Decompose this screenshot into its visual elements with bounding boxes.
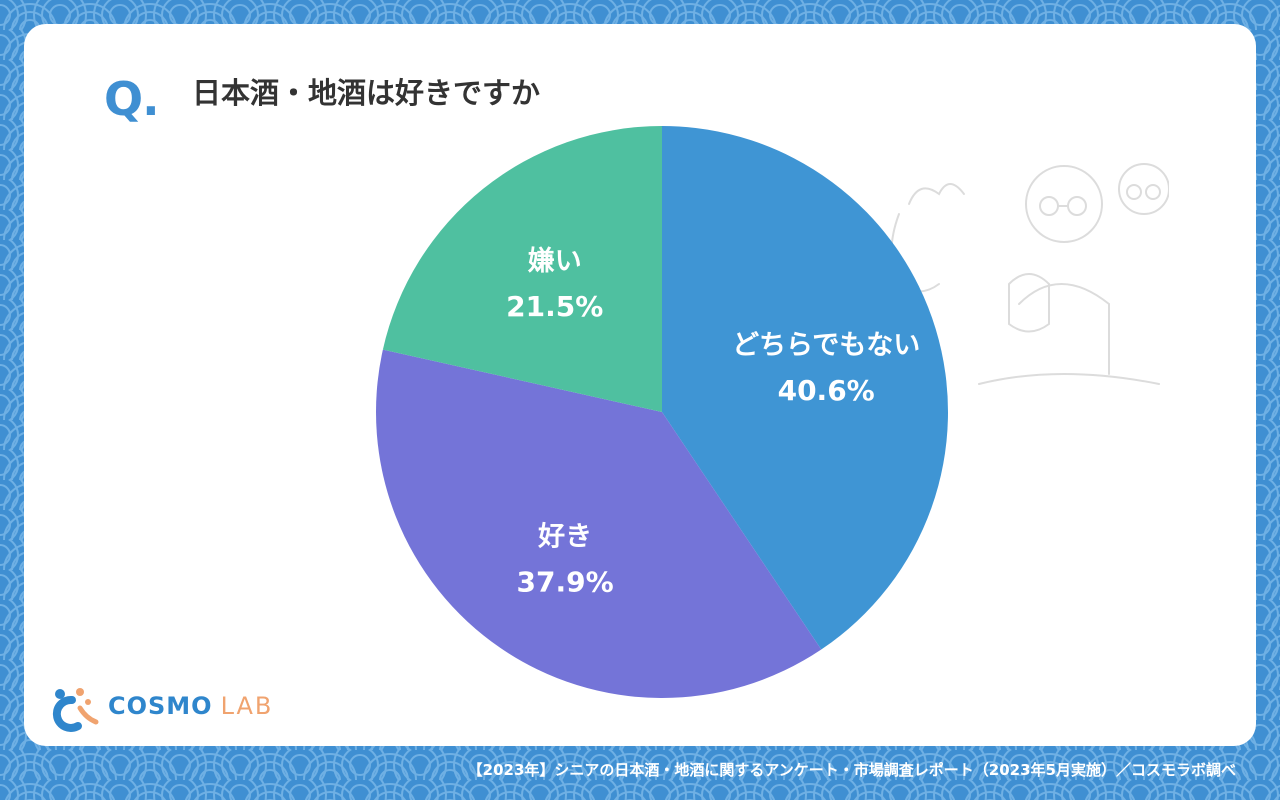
cosmo-lab-logo: COSMO LAB — [46, 684, 271, 734]
pie-slice-1 — [376, 349, 822, 698]
slice-label-2: 嫌い — [528, 246, 582, 277]
slice-value-1: 37.9% — [517, 566, 614, 599]
logo-main-text: COSMO — [108, 692, 213, 720]
pie-slice-2 — [382, 126, 662, 412]
question-title: 日本酒・地酒は好きですか — [192, 76, 541, 110]
senior-couple-illustration — [890, 163, 1169, 385]
cosmo-lab-logo-icon — [52, 688, 99, 732]
chart-card: Q. 日本酒・地酒は好きですか どちらでもない 40.6% 好き 37.9% 嫌い 21.… — [24, 24, 1256, 746]
slice-value-0: 40.6% — [778, 374, 875, 407]
slice-label-0: どちらでもない — [732, 330, 920, 361]
logo-sub-text: LAB — [220, 692, 274, 720]
logo-wordmark: COSMO LAB — [108, 692, 273, 720]
pie-slice-0 — [662, 126, 949, 650]
source-caption: 【2023年】シニアの日本酒・地酒に関するアンケート・市場調査レポート（2023… — [467, 761, 1236, 779]
slice-value-2: 21.5% — [506, 290, 603, 323]
slice-label-1: 好き — [537, 522, 592, 553]
question-mark: Q. — [104, 72, 160, 126]
pie-chart: どちらでもない 40.6% 好き 37.9% 嫌い 21.5% — [376, 126, 949, 698]
